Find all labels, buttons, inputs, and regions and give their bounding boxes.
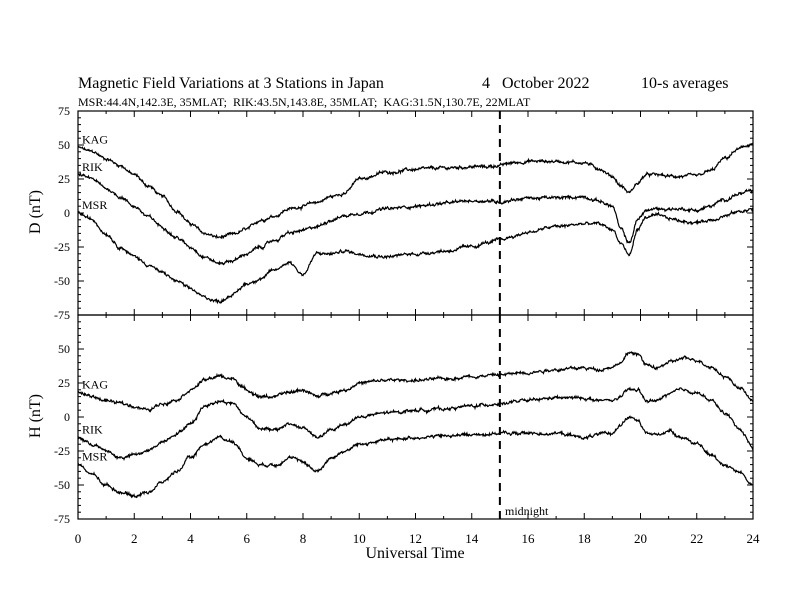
series-msr	[77, 415, 754, 499]
x-tick-label: 14	[465, 531, 479, 546]
chart-averaging: 10-s averages	[641, 75, 729, 92]
x-tick-label: 20	[634, 531, 647, 546]
series-rik	[77, 172, 754, 266]
x-tick-label: 8	[300, 531, 307, 546]
series-rik	[77, 386, 754, 461]
y-tick-label: -75	[54, 308, 70, 322]
chart-date: 4 October 2022	[482, 75, 590, 92]
y-tick-label: 25	[58, 172, 70, 186]
y-tick-label: 50	[58, 342, 70, 356]
y-tick-label: 50	[58, 138, 70, 152]
y-tick-label: -50	[54, 478, 70, 492]
y-tick-label: -75	[54, 512, 70, 526]
x-tick-label: 6	[244, 531, 251, 546]
chart-title: Magnetic Field Variations at 3 Stations …	[78, 75, 384, 92]
y-tick-label: 0	[64, 206, 70, 220]
x-tick-label: 12	[409, 531, 422, 546]
x-axis-label: Universal Time	[365, 545, 464, 562]
y-tick-label: 0	[64, 410, 70, 424]
y-tick-label: -50	[54, 274, 70, 288]
series-label-msr: MSR	[82, 198, 107, 212]
series-label-kag: KAG	[82, 378, 108, 392]
y-tick-label: 75	[58, 104, 70, 118]
ylabel-h: H (nT)	[27, 394, 44, 438]
x-tick-label: 2	[131, 531, 138, 546]
series-kag	[77, 351, 754, 413]
station-info: MSR:44.4N,142.3E, 35MLAT; RIK:43.5N,143.…	[78, 95, 531, 109]
y-tick-label: -25	[54, 444, 70, 458]
series-label-kag: KAG	[82, 133, 108, 147]
x-tick-label: 24	[747, 531, 761, 546]
y-tick-label: -25	[54, 240, 70, 254]
plot-frame-1	[77, 314, 754, 520]
series-msr	[77, 207, 754, 305]
series-label-rik: RIK	[82, 422, 103, 436]
ylabel-d: D (nT)	[27, 190, 44, 234]
series-kag	[77, 142, 754, 240]
x-tick-label: 4	[187, 531, 194, 546]
x-tick-label: 18	[578, 531, 591, 546]
midnight-label: midnight	[505, 504, 549, 518]
series-label-rik: RIK	[82, 160, 103, 174]
series-label-msr: MSR	[82, 450, 107, 464]
x-tick-label: 22	[690, 531, 703, 546]
x-tick-label: 10	[353, 531, 366, 546]
x-tick-label: 0	[75, 531, 82, 546]
y-tick-label: 25	[58, 376, 70, 390]
x-tick-label: 16	[522, 531, 536, 546]
plot-group: 75 50 25 0 -25 -50 -75 KAG RIK MSR 50 25 0 -25 -50 -75 0…	[54, 104, 760, 546]
